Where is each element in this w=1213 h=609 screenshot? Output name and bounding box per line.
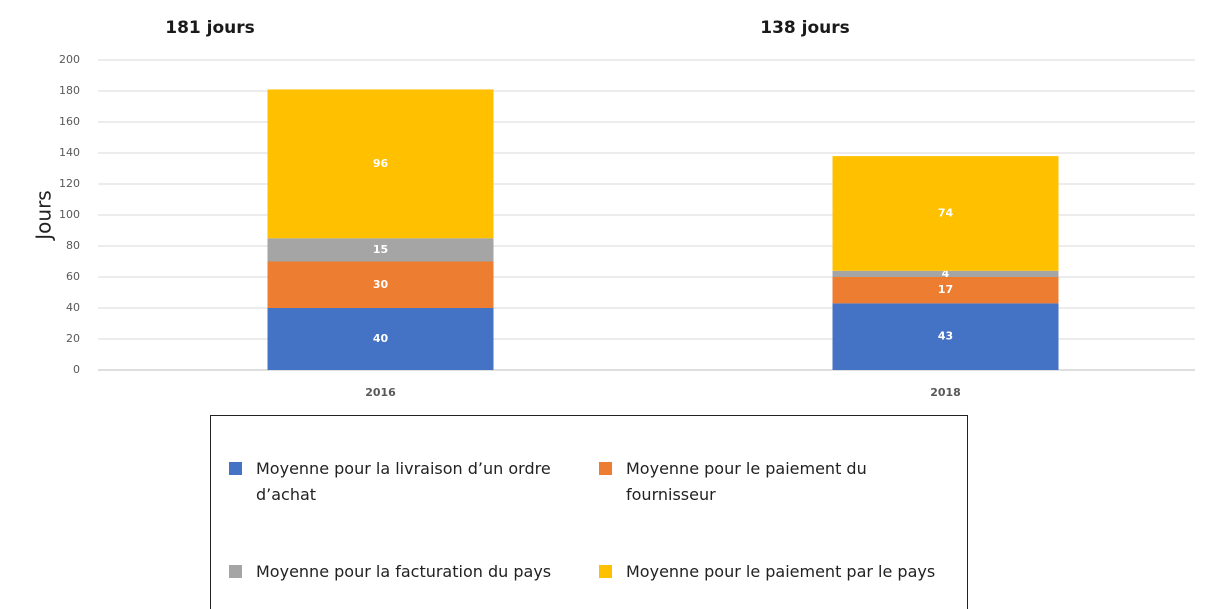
legend-swatch — [599, 462, 612, 475]
legend-label: Moyenne pour la livraison d’un ordre d’a… — [256, 459, 551, 504]
legend: Moyenne pour la livraison d’un ordre d’a… — [210, 415, 968, 609]
data-label: 74 — [938, 206, 954, 219]
x-tick-label: 2018 — [930, 386, 961, 399]
legend-label: Moyenne pour la facturation du pays — [256, 562, 552, 581]
annotation: 181 jours — [165, 18, 255, 38]
y-tick-label: 200 — [59, 53, 80, 66]
y-tick-label: 140 — [59, 146, 80, 159]
y-tick-label: 160 — [59, 115, 80, 128]
bar-segment — [832, 270, 1059, 277]
y-tick-label: 20 — [66, 332, 80, 345]
y-axis-label: Jours — [32, 190, 56, 241]
data-label: 17 — [938, 283, 953, 296]
y-tick-label: 40 — [66, 301, 80, 314]
y-tick-label: 0 — [73, 363, 80, 376]
data-label: 30 — [373, 278, 389, 291]
data-label: 43 — [938, 330, 953, 343]
data-label: 40 — [373, 332, 389, 345]
y-tick-label: 180 — [59, 84, 80, 97]
x-tick-label: 2016 — [365, 386, 396, 399]
y-tick-label: 100 — [59, 208, 80, 221]
bar-segment — [832, 156, 1059, 271]
bar-segment — [267, 238, 494, 262]
data-label: 96 — [373, 157, 389, 170]
y-tick-label: 60 — [66, 270, 80, 283]
legend-item: Moyenne pour le paiement du fournisseur — [599, 456, 969, 537]
y-tick-label: 80 — [66, 239, 80, 252]
legend-item: Moyenne pour le paiement par le pays — [599, 559, 969, 609]
legend-label: Moyenne pour le paiement du fournisseur — [626, 459, 867, 504]
legend-swatch — [229, 565, 242, 578]
legend-item: Moyenne pour la facturation du pays — [229, 559, 599, 609]
legend-swatch — [599, 565, 612, 578]
data-label: 4 — [942, 267, 950, 280]
legend-label: Moyenne pour le paiement par le pays — [626, 562, 936, 581]
data-label: 15 — [373, 243, 388, 256]
bar-segment — [832, 303, 1059, 370]
bar-segment — [832, 277, 1059, 304]
bar-segment — [267, 308, 494, 370]
y-tick-label: 120 — [59, 177, 80, 190]
legend-swatch — [229, 462, 242, 475]
bar-segment — [267, 261, 494, 308]
bar-segment — [267, 89, 494, 239]
legend-item: Moyenne pour la livraison d’un ordre d’a… — [229, 456, 599, 537]
annotation: 138 jours — [760, 18, 850, 38]
